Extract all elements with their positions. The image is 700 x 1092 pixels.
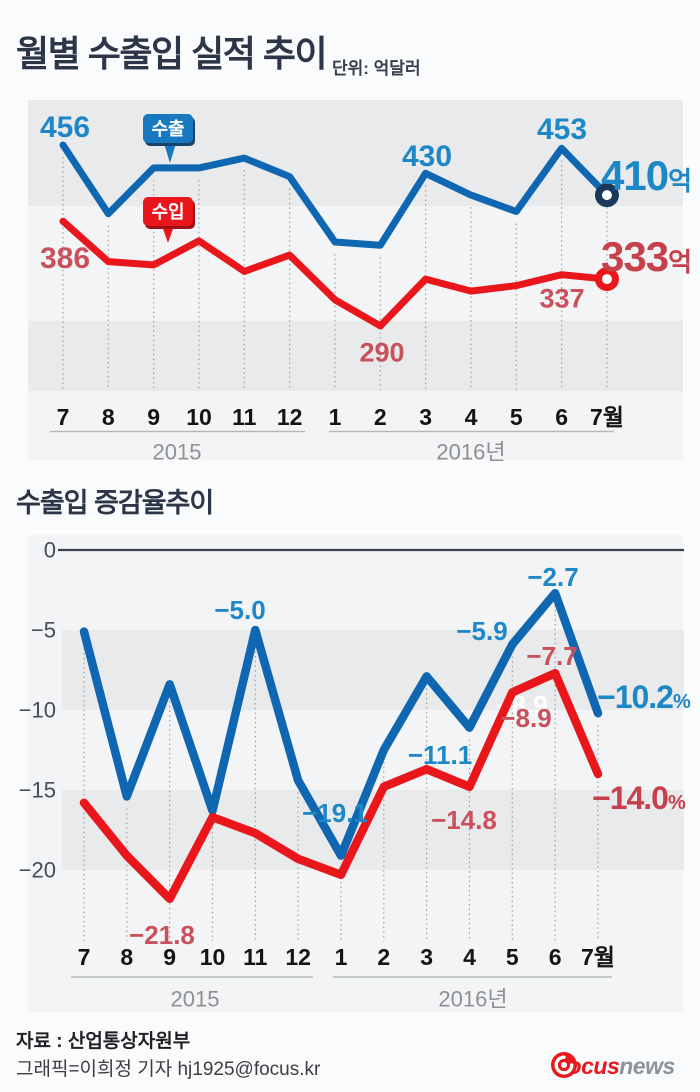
export-final-suffix: 억 [668,166,692,196]
logo-brand2-text: news [619,1052,675,1079]
chart1-month-tick: 4 [465,404,478,430]
export-yoy-final-number: −10.2 [597,679,674,715]
chart1-month-tick: 7 [57,404,70,430]
page-title: 월별 수출입 실적 추이 [16,33,328,74]
chart2-ytick-label: −5 [31,618,56,643]
chart1-month-tick: 5 [510,404,523,430]
chart1-month-tick: 1 [329,404,342,430]
chart1-month-tick: 11 [232,404,257,430]
chart1-month-tick: 8 [102,404,115,430]
chart1-month-tick: 10 [186,404,212,430]
chart2-title: 수출입 증감율추이 [16,488,214,518]
import-final-value: 333억 [601,236,692,278]
import-yoy-apr: −14.8 [431,805,497,835]
export-yoy-final-suffix: % [672,691,691,713]
chart1-month-tick: 6 [555,404,568,430]
chart1-year-label: 2015 [153,440,202,465]
chart1-month-tick: 3 [419,404,432,430]
export-final-marker [594,183,619,208]
import-value-386: 386 [39,242,91,275]
chart2-ytick-label: −15 [19,778,56,803]
legend-badge-export: 수출 [143,114,193,143]
chart2-month-tick: 7월 [581,944,615,970]
badge-import-tail [161,223,175,243]
import-yoy-sep: −21.8 [129,920,195,950]
chart2-month-tick: 10 [200,944,226,970]
chart2-month-tick: 7 [78,944,91,970]
export-value-430: 430 [401,140,453,173]
chart2-month-tick: 12 [285,944,311,970]
export-yoy-final: −10.2% [597,681,691,713]
chart2-ytick-label: −10 [19,698,56,723]
legend-badge-import: 수입 [143,197,193,226]
import-final-number: 333 [601,233,669,280]
chart2-month-tick: 1 [335,944,348,970]
export-final-value: 410억 [601,155,692,197]
chart2-month-tick: 2 [377,944,390,970]
chart1-year-label: 2016년 [436,440,505,465]
export-value-456: 456 [39,111,91,144]
import-yoy-jun: −7.7 [526,641,578,671]
chart2-month-tick: 3 [420,944,433,970]
chart2-month-tick: 11 [243,944,268,970]
import-yoy-may: −8.9 [500,703,552,733]
export-line-chart2 [79,588,603,860]
import-yoy-final: −14.0% [592,782,686,814]
graphic-credit: 그래픽=이희정 기자 hj1925@focus.kr [16,1059,321,1080]
chart2-year-label: 2015 [171,987,220,1012]
import-yoy-final-number: −14.0 [592,780,669,816]
chart1-month-tick: 12 [277,404,303,430]
chart2-month-tick: 8 [120,944,133,970]
export-value-453: 453 [536,113,588,146]
focus-news-swirl-icon [551,1052,577,1078]
chart2-month-tick: 9 [163,944,176,970]
import-yoy-final-suffix: % [667,792,686,814]
chart1-month-tick: 2 [374,404,387,430]
chart2-year-label: 2016년 [438,987,507,1012]
unit-label: 단위: 억달러 [332,59,421,78]
source-credit: 자료 : 산업통상자원부 [16,1031,191,1052]
chart2-month-tick: 4 [463,944,476,970]
chart2-month-tick: 6 [549,944,562,970]
import-line-chart1 [59,217,611,330]
chart2-ytick-label: −20 [19,858,56,883]
export-yoy-apr: −11.1 [407,740,473,770]
chart1-band-dark-bottom [28,321,683,391]
focus-news-logo: Focus news [551,1052,675,1080]
chart1-month-tick: 7월 [590,404,624,430]
export-yoy-jan: −19.1 [302,798,368,828]
import-final-suffix: 억 [668,247,692,277]
export-line-chart1 [59,141,611,249]
export-yoy-nov: −5.0 [214,595,266,625]
chart2-month-tick: 5 [506,944,519,970]
export-final-number: 410 [601,152,669,199]
import-value-290: 290 [359,337,405,368]
chart1-month-tick: 9 [147,404,160,430]
badge-export-tail [163,140,177,163]
chart2-ytick-label: 0 [44,538,56,563]
import-value-337: 337 [539,283,585,314]
import-line-chart2 [79,668,603,904]
export-yoy-jun: −2.7 [527,562,579,592]
import-final-marker [594,267,619,292]
export-yoy-may: −5.9 [456,616,508,646]
